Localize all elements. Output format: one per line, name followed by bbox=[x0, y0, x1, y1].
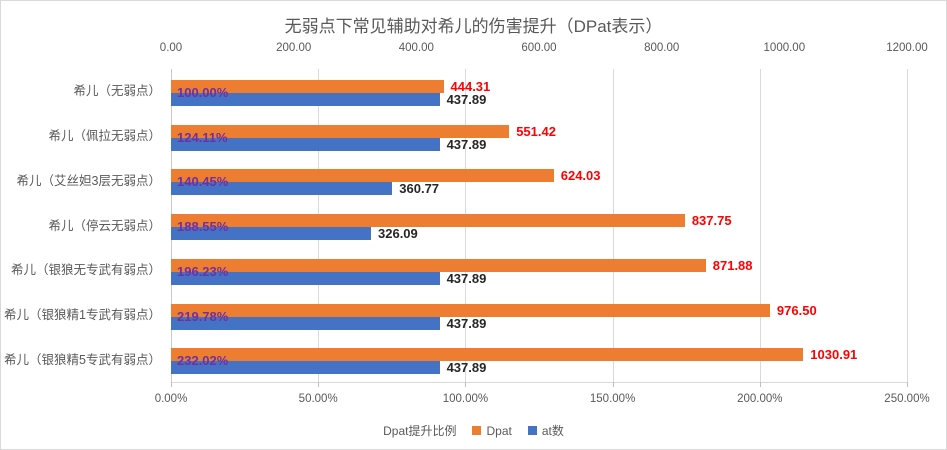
at-bar[interactable] bbox=[171, 93, 440, 106]
bottom-axis-tick bbox=[907, 382, 908, 387]
category-label: 希儿（艾丝妲3层无弱点） bbox=[16, 173, 161, 188]
chart-title: 无弱点下常见辅助对希儿的伤害提升（DPat表示） bbox=[284, 17, 663, 36]
legend-label-dpat: Dpat bbox=[486, 423, 512, 438]
category-label: 希儿（银狼精1专武有弱点） bbox=[4, 307, 161, 322]
at-value-label: 360.77 bbox=[399, 181, 440, 197]
dpat-ratio-label: 188.55% bbox=[177, 219, 229, 235]
dpat-bar[interactable] bbox=[171, 80, 444, 93]
legend-item-dpat-ratio[interactable]: Dpat提升比例 bbox=[383, 422, 456, 439]
dpat-ratio-label: 124.11% bbox=[177, 129, 228, 145]
dpat-value-label: 624.03 bbox=[560, 168, 601, 184]
dpat-value-label: 871.88 bbox=[712, 257, 753, 273]
legend-label-at: at数 bbox=[541, 424, 564, 438]
dpat-ratio-label: 140.45% bbox=[177, 174, 229, 190]
dpat-ratio-label: 100.00% bbox=[177, 85, 229, 100]
top-axis-tick-label: 200.00 bbox=[276, 42, 312, 54]
dpat-bar[interactable] bbox=[171, 303, 770, 317]
legend: Dpat提升比例 Dpat at数 bbox=[1, 422, 946, 439]
bottom-axis-tick-label: 150.00% bbox=[589, 393, 636, 405]
at-bar[interactable] bbox=[171, 361, 440, 375]
bottom-axis-tick bbox=[171, 382, 172, 387]
top-axis-tick-label: 400.00 bbox=[398, 42, 434, 54]
bottom-axis-tick bbox=[759, 382, 761, 387]
dpat-bar[interactable] bbox=[171, 124, 510, 138]
at-value-label: 437.89 bbox=[446, 270, 487, 286]
dpat-value-label: 837.75 bbox=[691, 213, 732, 229]
at-bar[interactable] bbox=[171, 271, 440, 285]
bottom-axis-tick-label: 100.00% bbox=[442, 393, 489, 405]
bottom-axis-tick bbox=[612, 382, 614, 387]
dpat-bar[interactable] bbox=[171, 348, 804, 362]
at-value-label: 437.89 bbox=[446, 136, 487, 152]
at-value-label: 437.89 bbox=[446, 92, 487, 107]
dpat-series-swatch-icon bbox=[472, 426, 482, 435]
category-label: 希儿（无弱点） bbox=[73, 84, 161, 99]
category-label: 希儿（佩拉无弱点） bbox=[48, 129, 161, 144]
dpat-value-label: 444.31 bbox=[450, 79, 491, 94]
percent-axis-line bbox=[171, 382, 907, 383]
at-value-label: 326.09 bbox=[378, 226, 418, 242]
dpat-value-label: 976.50 bbox=[776, 302, 817, 318]
bottom-axis-tick bbox=[318, 382, 320, 387]
legend-label-dpat-ratio: Dpat提升比例 bbox=[383, 424, 457, 438]
category-label: 希儿（停云无弱点） bbox=[48, 218, 161, 233]
bottom-axis-tick-label: 200.00% bbox=[737, 393, 783, 405]
dpat-bar[interactable] bbox=[171, 214, 685, 228]
at-series-swatch-icon bbox=[527, 426, 537, 435]
legend-item-dpat[interactable]: Dpat bbox=[472, 423, 512, 438]
bottom-axis-tick bbox=[465, 382, 467, 387]
bottom-axis-tick-label: 0.00% bbox=[154, 393, 188, 405]
top-axis-tick-label: 0.00 bbox=[159, 42, 183, 54]
top-axis-tick-label: 1200.00 bbox=[886, 42, 928, 54]
dpat-value-label: 1030.91 bbox=[810, 347, 858, 363]
category-label: 希儿（银狼无专武有弱点） bbox=[10, 263, 161, 278]
legend-item-at[interactable]: at数 bbox=[527, 422, 564, 439]
dpat-ratio-label: 196.23% bbox=[177, 263, 229, 279]
top-axis-tick-label: 800.00 bbox=[644, 42, 680, 54]
dpat-ratio-label: 232.02% bbox=[177, 353, 229, 369]
at-bar[interactable] bbox=[171, 137, 440, 151]
top-axis-tick-label: 600.00 bbox=[521, 42, 557, 54]
dpat-bar[interactable] bbox=[171, 258, 706, 272]
at-value-label: 437.89 bbox=[446, 360, 487, 376]
dpat-value-label: 551.42 bbox=[516, 123, 556, 139]
bottom-axis-tick-label: 250.00% bbox=[884, 393, 930, 405]
category-label: 希儿（银狼精5专武有弱点） bbox=[4, 352, 161, 367]
dpat-bar[interactable] bbox=[171, 169, 554, 183]
at-value-label: 437.89 bbox=[446, 315, 487, 331]
top-axis-tick-label: 1000.00 bbox=[763, 42, 806, 54]
dpat-ratio-label: 219.78% bbox=[177, 308, 229, 324]
at-bar[interactable] bbox=[171, 182, 393, 196]
gridline bbox=[759, 69, 761, 382]
gridline bbox=[907, 69, 908, 382]
bottom-axis-tick-label: 50.00% bbox=[298, 393, 338, 405]
at-bar[interactable] bbox=[171, 227, 371, 241]
at-bar[interactable] bbox=[171, 316, 440, 330]
